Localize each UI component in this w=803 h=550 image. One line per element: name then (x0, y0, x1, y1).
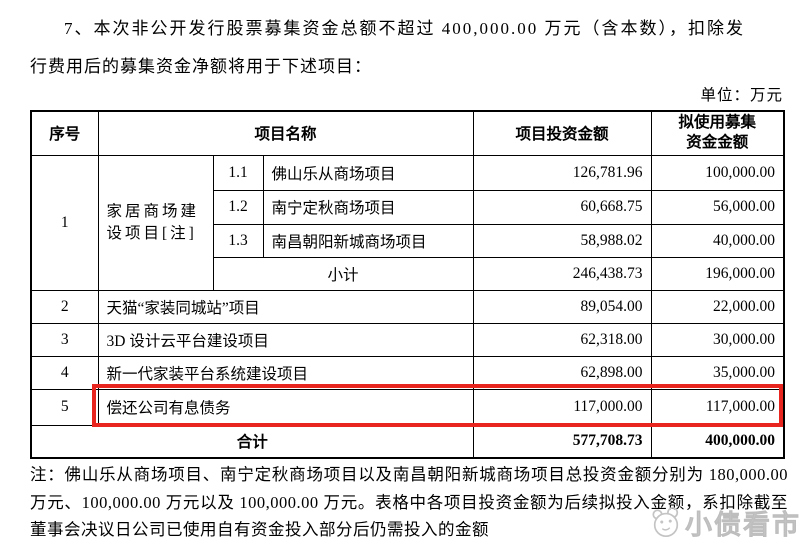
cell-index-4: 4 (30, 355, 99, 390)
cell-name-2: 天猫“家装同城站”项目 (97, 289, 474, 324)
cell-proposed-1-3: 40,000.00 (650, 223, 785, 258)
cell-investment-3: 62,318.00 (472, 322, 652, 357)
intro-line-2: 行费用后的募集资金净额将用于下述项目： (30, 57, 372, 76)
unit-label: 单位：万元 (700, 87, 783, 104)
cell-total-label: 合计 (30, 424, 474, 459)
cell-investment-1-3: 58,988.02 (472, 223, 652, 258)
cell-index-5: 5 (30, 388, 99, 426)
header-investment: 项目投资金额 (472, 110, 652, 156)
table-row-2: 2 天猫“家装同城站”项目 89,054.00 22,000.00 (30, 289, 785, 324)
cell-investment-5: 117,000.00 (472, 388, 652, 426)
cell-name-1-2: 南宁定秋商场项目 (262, 189, 474, 225)
cell-proposed-5: 117,000.00 (650, 388, 785, 426)
cell-name-4: 新一代家装平台系统建设项目 (97, 355, 474, 390)
cell-group-name: 家居商场建设项目[注] (97, 154, 214, 291)
cell-proposed-1-2: 56,000.00 (650, 189, 785, 225)
header-index: 序号 (30, 110, 99, 156)
cell-proposed-1-1: 100,000.00 (650, 154, 785, 191)
cell-proposed-4: 35,000.00 (650, 355, 785, 390)
intro-line-1: 7、本次非公开发行股票募集资金总额不超过 400,000.00 万元（含本数），… (64, 19, 745, 38)
table-row-5-highlighted: 5 偿还公司有息债务 117,000.00 117,000.00 (30, 388, 785, 426)
cell-total-proposed: 400,000.00 (650, 424, 785, 459)
cell-subtotal-proposed: 196,000.00 (650, 256, 785, 291)
cell-proposed-2: 22,000.00 (650, 289, 785, 324)
table-row-3: 3 3D 设计云平台建设项目 62,318.00 30,000.00 (30, 322, 785, 357)
cell-total-investment: 577,708.73 (472, 424, 652, 459)
cell-name-3: 3D 设计云平台建设项目 (97, 322, 474, 357)
cell-subno-1-1: 1.1 (212, 154, 264, 191)
intro-paragraph: 7、本次非公开发行股票募集资金总额不超过 400,000.00 万元（含本数），… (30, 10, 790, 86)
table-header-row: 序号 项目名称 项目投资金额 拟使用募集 资金金额 (30, 110, 785, 156)
footnote: 注：佛山乐从商场项目、南宁定秋商场项目以及南昌朝阳新城商场项目总投资金额分别为 … (30, 465, 788, 539)
cell-subtotal-investment: 246,438.73 (472, 256, 652, 291)
cell-name-1-1: 佛山乐从商场项目 (262, 154, 474, 191)
cell-index-3: 3 (30, 322, 99, 357)
cell-name-5: 偿还公司有息债务 (97, 388, 474, 426)
table-row-total: 合计 577,708.73 400,000.00 (30, 424, 785, 459)
cell-name-1-3: 南昌朝阳新城商场项目 (262, 223, 474, 258)
fundraising-projects-table: 序号 项目名称 项目投资金额 拟使用募集 资金金额 1 家居商场建设项目[注] … (30, 110, 786, 459)
header-proposed-line1: 拟使用募集 (678, 114, 757, 132)
cell-investment-4: 62,898.00 (472, 355, 652, 390)
cell-subno-1-3: 1.3 (212, 223, 264, 258)
header-project-name: 项目名称 (97, 110, 474, 156)
cell-index-1: 1 (30, 154, 99, 291)
cell-index-2: 2 (30, 289, 99, 324)
header-proposed-line2: 资金金额 (686, 134, 749, 152)
watermark: 小债看市 (650, 503, 801, 542)
header-proposed-funds: 拟使用募集 资金金额 (650, 110, 785, 156)
table-row-4: 4 新一代家装平台系统建设项目 62,898.00 35,000.00 (30, 355, 785, 390)
cell-subno-1-2: 1.2 (212, 189, 264, 225)
cell-investment-2: 89,054.00 (472, 289, 652, 324)
table-row-subtotal: 小计 246,438.73 196,000.00 (31, 256, 785, 291)
panda-logo-icon (652, 506, 679, 537)
cell-investment-1-1: 126,781.96 (472, 154, 652, 191)
watermark-text: 小债看市 (685, 510, 801, 541)
table-row-1-1: 1 家居商场建设项目[注] 1.1 佛山乐从商场项目 126,781.96 10… (30, 154, 785, 291)
cell-investment-1-2: 60,668.75 (472, 189, 652, 225)
cell-proposed-3: 30,000.00 (650, 322, 785, 357)
cell-subtotal-label: 小计 (212, 256, 474, 291)
table-row-1-2: 1.2 南宁定秋商场项目 60,668.75 56,000.00 (31, 189, 785, 225)
table-row-1-3: 1.3 南昌朝阳新城商场项目 58,988.02 40,000.00 (31, 223, 785, 258)
